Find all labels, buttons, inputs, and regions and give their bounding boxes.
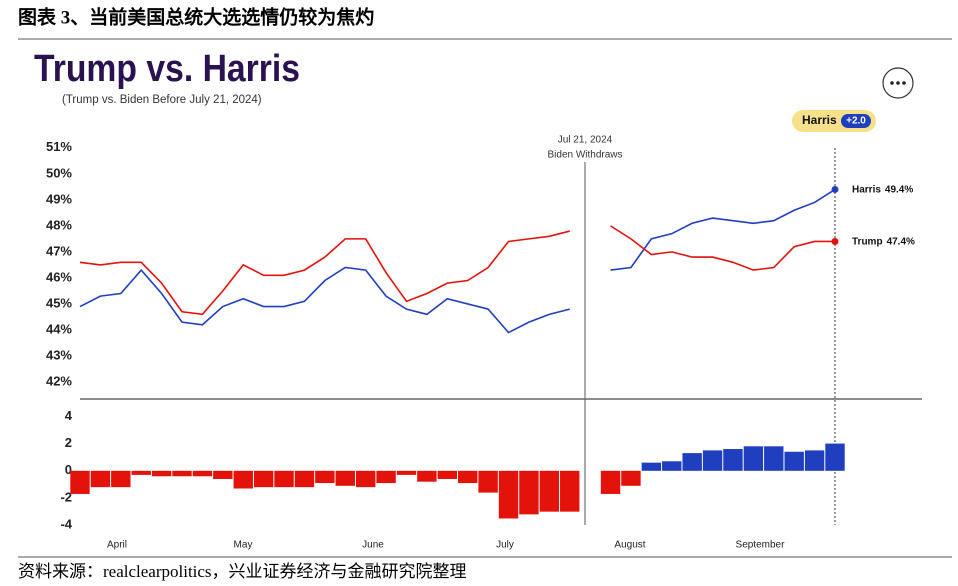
annotation: Biden Withdraws [547, 150, 622, 161]
end-label: Trump 47.4% [852, 236, 915, 247]
spread-bar [376, 470, 396, 484]
spread-bar [131, 470, 151, 475]
y-tick-label: -4 [60, 517, 72, 532]
y-tick-label: 48% [46, 217, 72, 232]
spread-bar [151, 470, 172, 477]
y-tick-label: 42% [46, 373, 72, 388]
spread-bar [335, 470, 355, 486]
spread-bar [111, 470, 131, 488]
y-tick-label: 47% [46, 243, 72, 258]
y-tick-label: 44% [46, 321, 72, 336]
more-button[interactable] [882, 67, 914, 99]
spread-bar [682, 453, 702, 471]
spread-bar [600, 470, 621, 494]
end-label-value: 47.4% [887, 236, 915, 247]
spread-bar [804, 450, 825, 471]
x-tick-label: May [234, 540, 253, 551]
annotation: Jul 21, 2024 [558, 135, 613, 146]
spread-bar [764, 446, 784, 471]
badge-name: Harris [802, 113, 837, 127]
x-tick-label: April [107, 540, 127, 551]
end-point [831, 185, 839, 193]
spread-bar [723, 449, 743, 471]
spread-bar [784, 451, 804, 471]
x-tick-label: September [736, 540, 786, 551]
y-tick-label: 4 [65, 408, 73, 423]
chart-title: Trump vs. Harris [34, 48, 300, 90]
spread-bar [70, 470, 90, 494]
spread-bar [213, 470, 233, 479]
source: 资料来源：realclearpolitics，兴业证券经济与金融研究院整理 [18, 562, 467, 581]
spread-bar [641, 462, 662, 471]
spread-bar [743, 446, 764, 471]
spread-bar [498, 470, 519, 519]
y-tick-label: 51% [46, 139, 72, 154]
x-tick-label: August [614, 540, 645, 551]
spread-bar [417, 470, 437, 482]
spread-bar [458, 470, 478, 484]
spread-bar [355, 470, 376, 488]
badge-value: +2.0 [846, 116, 866, 127]
end-point [831, 237, 839, 245]
y-tick-label: 2 [65, 435, 72, 450]
badge-pill [841, 114, 871, 128]
series-line [79, 225, 835, 316]
end-label-name: Trump [852, 236, 883, 247]
spread-bar [519, 470, 539, 515]
spread-bar [192, 470, 213, 477]
caption: 图表 3、当前美国总统大选选情仍较为焦灼 [18, 5, 374, 28]
spread-bar [172, 470, 192, 477]
y-tick-label: 45% [46, 295, 72, 310]
end-label: Harris 49.4% [852, 184, 913, 195]
spread-bar [294, 470, 315, 488]
spread-bar [396, 470, 417, 475]
end-label-name: Harris [852, 184, 881, 195]
y-tick-label: 0 [65, 462, 72, 477]
x-tick-label: July [496, 540, 514, 551]
spread-bar [478, 470, 498, 493]
spread-bar [539, 470, 560, 512]
spread-bar [437, 470, 457, 479]
spread-bar [662, 461, 682, 471]
spread-bar [315, 470, 335, 484]
y-tick-label: 50% [46, 165, 72, 180]
y-tick-label: 49% [46, 191, 72, 206]
spread-bar [702, 450, 723, 471]
subtitle: (Trump vs. Biden Before July 21, 2024) [62, 94, 262, 106]
spread-bar [825, 443, 845, 471]
spread-bar [90, 470, 111, 488]
series-line [79, 188, 836, 334]
y-tick-label: -2 [60, 489, 72, 504]
end-label-value: 49.4% [885, 184, 913, 195]
spread-bar [621, 470, 641, 486]
spread-bar [274, 470, 294, 488]
spread-bar [560, 470, 580, 512]
y-tick-label: 43% [46, 347, 72, 362]
y-tick-label: 46% [46, 269, 72, 284]
x-tick-label: June [362, 540, 384, 551]
spread-bar [253, 470, 274, 488]
spread-bar [233, 470, 253, 489]
